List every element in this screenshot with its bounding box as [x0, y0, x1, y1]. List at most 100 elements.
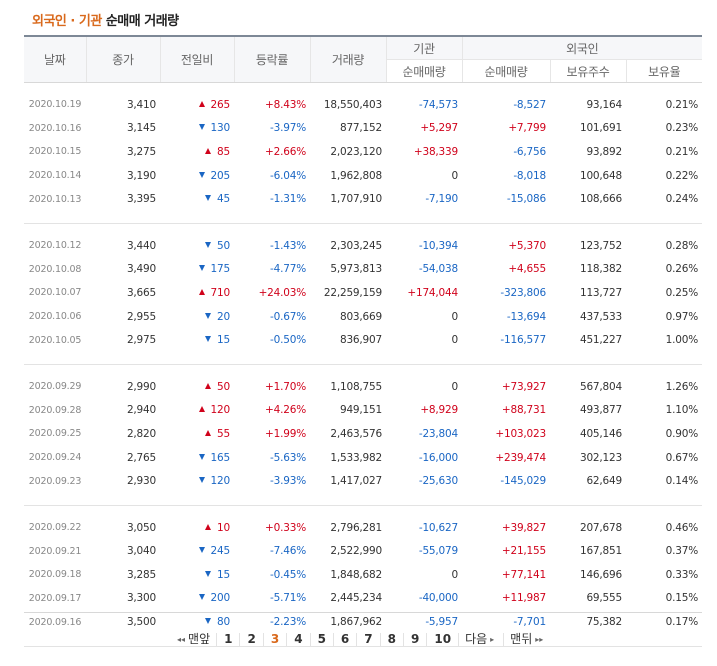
volume-cell: 1,848,682 [330, 568, 382, 581]
volume-cell: 1,108,755 [330, 380, 382, 393]
table-row: 2020.09.28 2,940 120 +4.26% 949,151 +8,929 +88… [24, 399, 702, 423]
triangle-down-icon [198, 453, 205, 460]
foreign-shares-cell: 437,533 [579, 310, 622, 323]
last-page-link[interactable]: 맨뒤 ▸▸ [503, 632, 552, 646]
change-cell: 55 [160, 422, 234, 446]
change-cell: 200 [160, 587, 234, 611]
foreign-net-cell: -8,527 [513, 98, 546, 111]
date-cell: 2020.10.12 [28, 240, 82, 252]
close-cell: 2,930 [126, 475, 156, 488]
next-page-link[interactable]: 다음 ▸ [458, 631, 503, 646]
foreign-net-cell: -13,694 [506, 310, 546, 323]
title-highlight: 외국인 · 기관 [32, 14, 102, 29]
change-value: 55 [217, 427, 230, 440]
rate-cell: +1.70% [265, 380, 306, 393]
foreign-ratio-cell: 0.15% [665, 592, 699, 605]
change-value: 165 [210, 451, 231, 464]
triangle-down-icon [205, 312, 212, 319]
foreign-shares-cell: 567,804 [579, 380, 622, 393]
table-row: 2020.10.08 3,490 175 -4.77% 5,973,813 -54,038… [24, 258, 702, 282]
foreign-ratio-cell: 0.23% [665, 122, 699, 135]
triangle-down-icon [198, 124, 205, 131]
rate-cell: -0.67% [270, 310, 306, 323]
table-row: 2020.10.16 3,145 130 -3.97% 877,152 +5,297 +7,… [24, 117, 702, 141]
table-row: 2020.10.19 3,410 265 +8.43% 18,550,403 -74,57… [24, 93, 702, 117]
foreign-shares-cell: 207,678 [579, 521, 622, 534]
first-page-link[interactable]: ◂◂ 맨앞 [168, 632, 216, 646]
rate-cell: -5.63% [270, 451, 306, 464]
foreign-net-cell: +7,799 [508, 122, 546, 135]
page-link-6[interactable]: 6 [332, 632, 356, 646]
page-link-10[interactable]: 10 [426, 632, 458, 646]
foreign-net-cell: -323,806 [500, 286, 546, 299]
foreign-net-cell: -6,756 [513, 145, 546, 158]
change-cell: 175 [160, 258, 234, 282]
close-cell: 3,500 [126, 616, 156, 629]
triangle-down-icon [198, 171, 205, 178]
triangle-up-icon [205, 147, 212, 154]
change-cell: 265 [160, 93, 234, 117]
section-title: 외국인 · 기관 순매매 거래량 [32, 10, 179, 29]
foreign-shares-cell: 108,666 [579, 193, 622, 206]
date-cell: 2020.10.05 [28, 334, 82, 346]
page-link-4[interactable]: 4 [286, 632, 309, 646]
change-cell: 20 [160, 305, 234, 329]
next-page-label: 다음 [465, 631, 488, 646]
foreign-ratio-cell: 0.33% [665, 568, 699, 581]
institution-net-cell: +38,339 [413, 145, 458, 158]
foreign-net-cell: +39,827 [501, 521, 546, 534]
volume-cell: 2,463,576 [330, 427, 382, 440]
triangle-down-icon [205, 618, 212, 625]
page-link-2[interactable]: 2 [239, 632, 262, 646]
foreign-ratio-cell: 0.67% [665, 451, 699, 464]
foreign-ratio-cell: 0.14% [665, 475, 699, 488]
rate-cell: -0.50% [270, 334, 306, 347]
header-volume: 거래량 [309, 35, 386, 83]
rate-cell: +0.33% [265, 521, 306, 534]
table-row: 2020.09.25 2,820 55 +1.99% 2,463,576 -23,804 +… [24, 422, 702, 446]
foreign-shares-cell: 302,123 [579, 451, 622, 464]
foreign-net-cell: +5,370 [508, 239, 546, 252]
foreign-shares-cell: 100,648 [579, 169, 622, 182]
foreign-net-cell: +77,141 [501, 568, 546, 581]
page-link-3[interactable]: 3 [262, 632, 286, 646]
page-link-1[interactable]: 1 [216, 632, 239, 646]
change-value: 265 [210, 98, 231, 111]
foreign-shares-cell: 451,227 [579, 334, 622, 347]
triangle-down-icon [205, 241, 212, 248]
rate-cell: +8.43% [265, 98, 306, 111]
volume-cell: 2,445,234 [330, 592, 382, 605]
change-cell: 165 [160, 446, 234, 470]
institution-net-cell: -55,079 [418, 545, 458, 558]
table-row: 2020.10.13 3,395 45 -1.31% 1,707,910 -7,190 -1… [24, 187, 702, 211]
date-cell: 2020.10.07 [28, 287, 82, 299]
group-spacer [24, 364, 702, 375]
close-cell: 2,940 [126, 404, 156, 417]
foreign-shares-cell: 405,146 [579, 427, 622, 440]
table-row: 2020.09.21 3,040 245 -7.46% 2,522,990 -55,079… [24, 540, 702, 564]
page-link-9[interactable]: 9 [403, 632, 426, 646]
foreign-ratio-cell: 0.90% [665, 427, 699, 440]
change-cell: 245 [160, 540, 234, 564]
foreign-shares-cell: 167,851 [579, 545, 622, 558]
foreign-ratio-cell: 0.21% [665, 98, 699, 111]
table-body: 2020.10.19 3,410 265 +8.43% 18,550,403 -74,57… [24, 83, 703, 647]
close-cell: 3,395 [126, 193, 156, 206]
triangle-down-icon [198, 594, 205, 601]
change-value: 15 [217, 568, 230, 581]
page-link-5[interactable]: 5 [309, 632, 333, 646]
foreign-net-cell: +11,987 [501, 592, 546, 605]
page-numbers: 1 2 3 4 5 6 7 8 9 10 [216, 632, 458, 646]
date-cell: 2020.09.23 [28, 475, 82, 487]
page-link-7[interactable]: 7 [356, 632, 379, 646]
institution-net-cell: 0 [451, 310, 459, 323]
volume-cell: 18,550,403 [323, 98, 382, 111]
header-change: 전일비 [159, 35, 234, 83]
group-divider [24, 210, 703, 224]
header-foreign-shares: 보유주수 [549, 59, 626, 83]
foreign-ratio-cell: 0.25% [665, 286, 699, 299]
institution-net-cell: 0 [451, 169, 459, 182]
page-link-8[interactable]: 8 [379, 632, 403, 646]
date-cell: 2020.10.14 [28, 170, 82, 182]
